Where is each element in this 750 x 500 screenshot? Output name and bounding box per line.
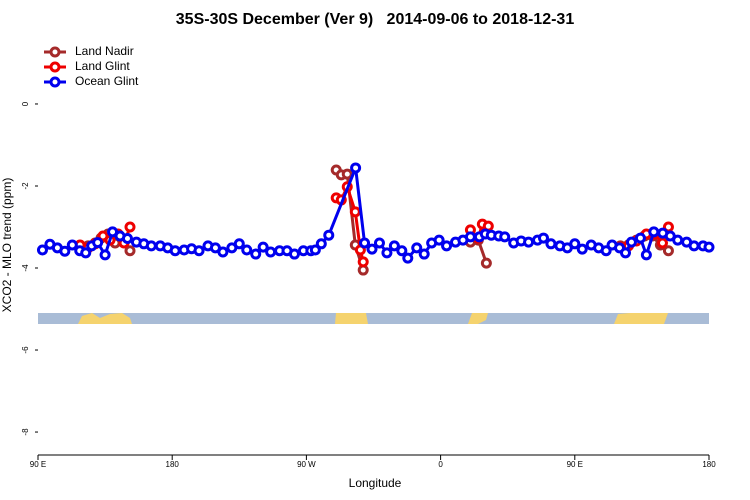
y-tick-label: -4 [21,264,30,272]
data-point [124,221,136,233]
data-point [359,237,371,249]
land-shape [614,313,668,324]
data-point [233,238,245,250]
land-shape [468,313,488,324]
legend-marker [49,61,61,73]
data-point [523,236,535,248]
legend-label: Land Nadir [75,44,134,58]
data-point [323,229,335,241]
data-point [537,232,549,244]
y-tick-label: 0 [21,101,30,106]
x-axis-title: Longitude [349,476,402,490]
data-point [99,249,111,261]
data-point [402,252,414,264]
data-point [241,244,253,256]
x-tick-label: 180 [166,460,180,469]
chart-title: 35S-30S December (Ver 9) 2014-09-06 to 2… [176,11,575,28]
data-point [257,241,269,253]
data-point [418,248,430,260]
x-tick-label: 0 [438,460,443,469]
y-tick-label: -6 [21,346,30,354]
data-point [662,245,674,257]
data-point [288,248,300,260]
data-point [36,244,48,256]
data-point [499,231,511,243]
x-tick-label: 90 E [30,460,46,469]
data-point [703,241,715,253]
legend-label: Ocean Glint [75,74,139,88]
data-point [357,256,369,268]
data-point [625,236,637,248]
x-tick-label: 90 E [567,460,583,469]
data-point [411,242,423,254]
y-axis-title: XCO2 - MLO trend (ppm) [0,178,14,313]
y-tick-label: -8 [21,428,30,436]
x-tick-label: 180 [702,460,716,469]
land-shape [335,313,368,324]
data-point [640,249,652,261]
data-point [381,247,393,259]
data-point [341,168,353,180]
land-shape [78,313,132,324]
data-point [349,206,361,218]
data-point [250,248,262,260]
data-point [576,243,588,255]
data-point [124,245,136,257]
legend-label: Land Glint [75,59,130,73]
x-tick-label: 90 W [297,460,316,469]
data-point [464,231,476,243]
data-point [672,234,684,246]
y-tick-label: -2 [21,182,30,190]
data-point [350,162,362,174]
data-point [619,247,631,259]
data-point [433,234,445,246]
data-point [388,240,400,252]
data-point [315,238,327,250]
data-point [59,245,71,257]
data-point [80,247,92,259]
data-point [648,226,660,238]
data-point [373,237,385,249]
data-point [688,240,700,252]
data-point [265,246,277,258]
data-point [121,232,133,244]
data-point [545,238,557,250]
legend-marker [49,46,61,58]
data-point [145,240,157,252]
data-point [66,239,78,251]
data-point [169,245,181,257]
data-point [92,237,104,249]
data-point [634,232,646,244]
legend-marker [49,76,61,88]
data-point [396,245,408,257]
map-strip [38,313,709,324]
data-point [217,246,229,258]
data-point [309,244,321,256]
data-point [366,243,378,255]
data-point [193,245,205,257]
data-point [569,238,581,250]
ocean-strip [38,313,709,324]
data-point [480,257,492,269]
data-point [441,240,453,252]
data-point [656,237,668,249]
